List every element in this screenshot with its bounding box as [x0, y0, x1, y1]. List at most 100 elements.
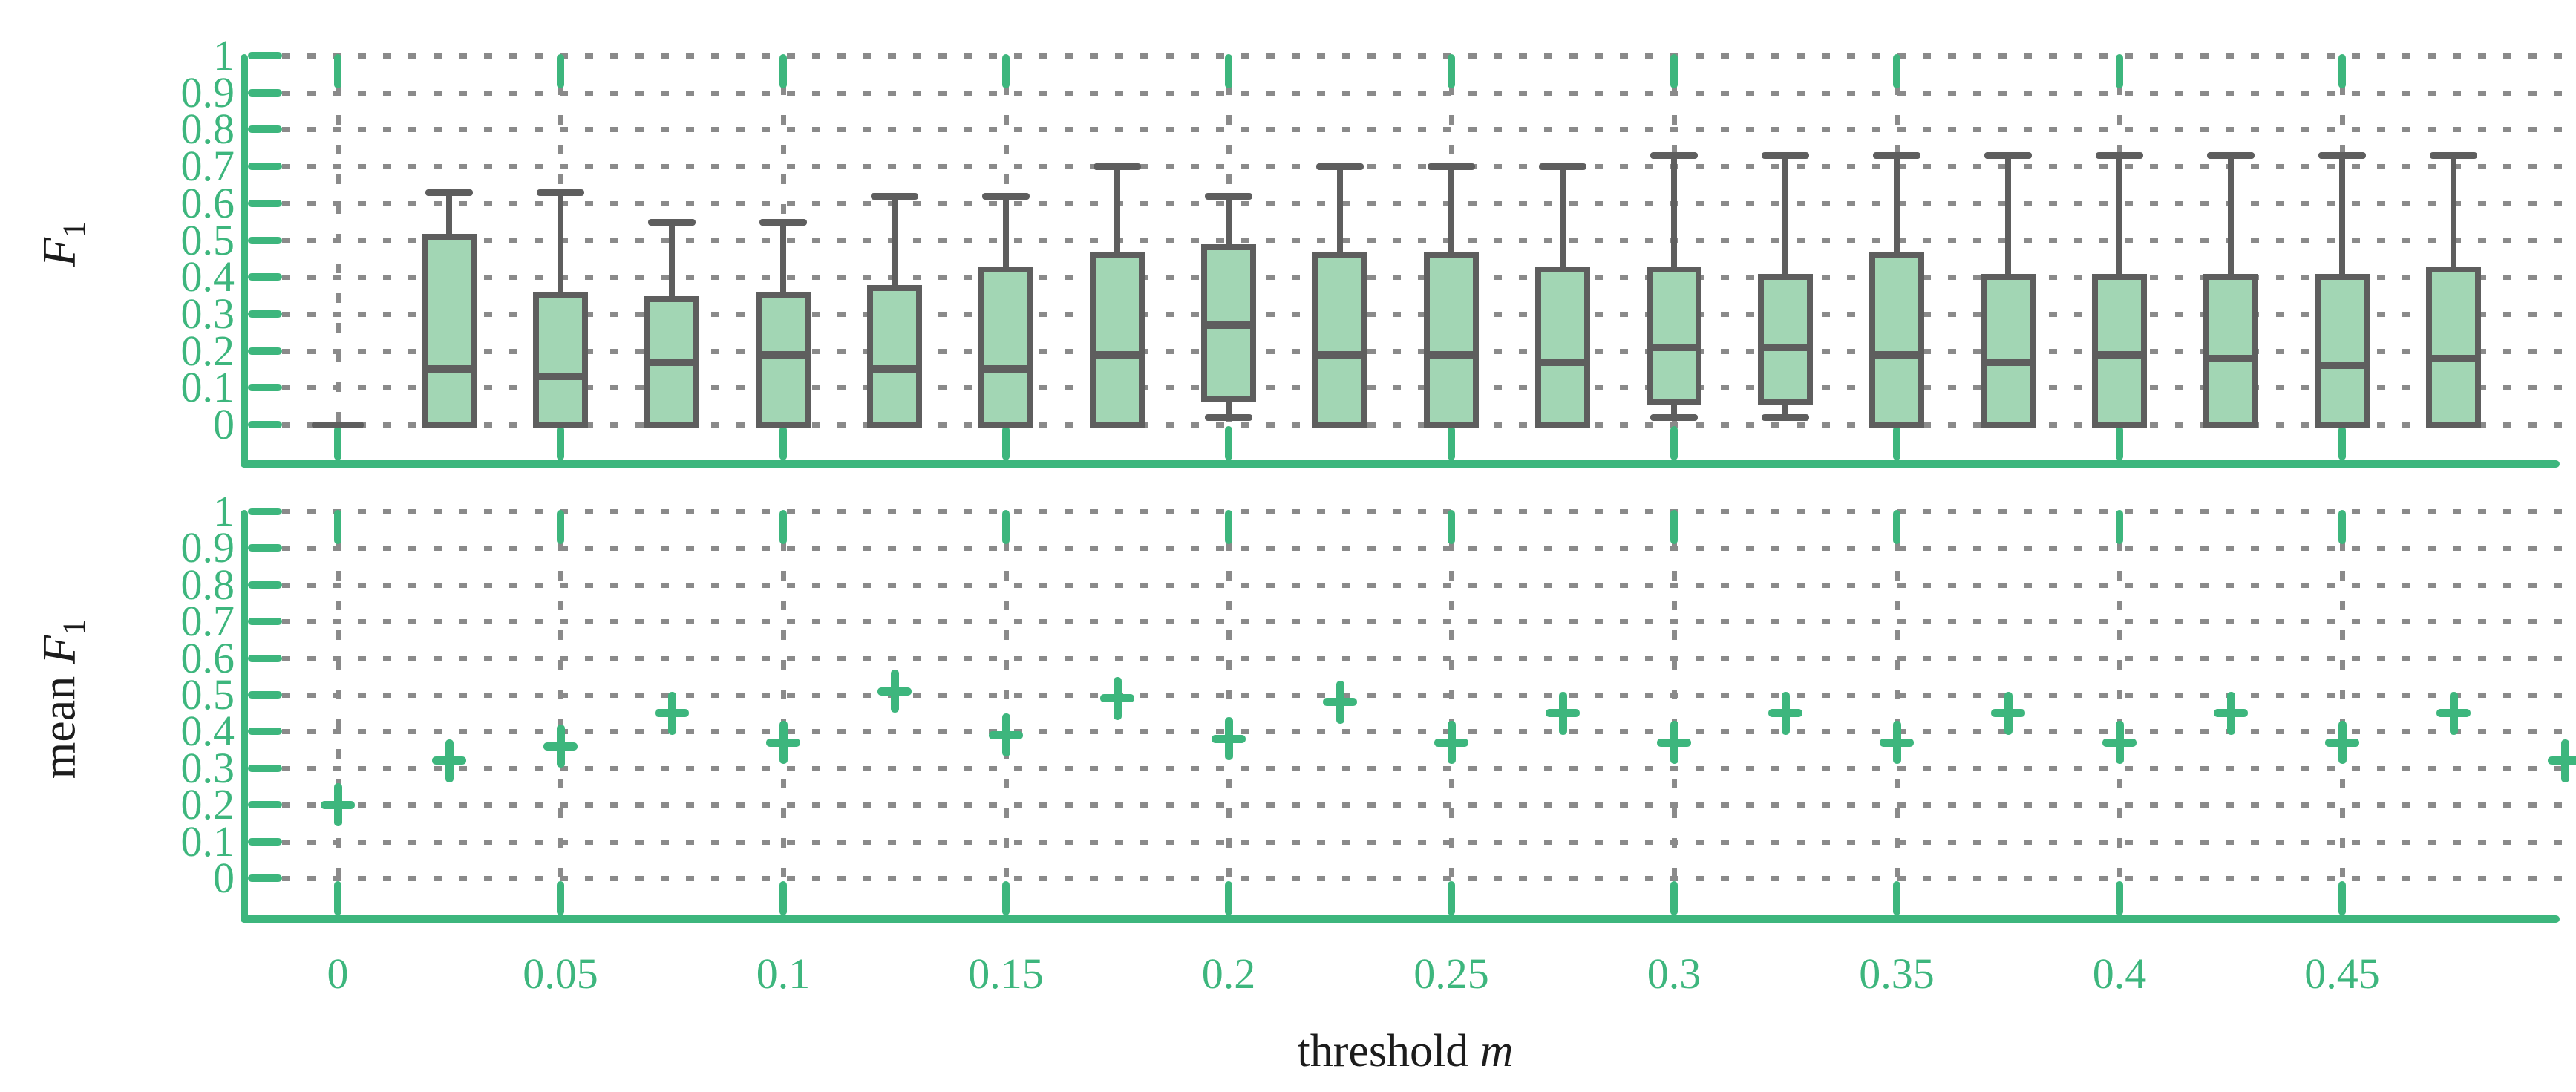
bottom-plot-x-tick-bottom [557, 881, 564, 915]
box-upper-whisker-line [1114, 166, 1120, 255]
bottom-plot-x-tick-bottom [334, 881, 341, 915]
box-upper-whisker-cap [2318, 152, 2366, 160]
top-plot-x-tick-bottom [779, 426, 787, 460]
box-iqr-rect [978, 267, 1033, 428]
bottom-plot-y-tick [248, 691, 282, 699]
mean-plus-marker-horizontal [1323, 698, 1357, 707]
box-upper-whisker-line [1894, 155, 1900, 255]
top-plot-x-tick-top [557, 54, 564, 88]
xlabel-italic: m [1480, 1026, 1514, 1076]
bottom-plot-x-tick-bottom [779, 881, 787, 915]
bottom-plot-y-tick [248, 654, 282, 662]
bottom-plot-y-tick-label: 0.2 [180, 780, 235, 829]
bottom-plot-x-tick-top [779, 510, 787, 544]
bottom-plot-horizontal-gridline [257, 729, 2570, 735]
bottom-plot-horizontal-gridline [257, 509, 2570, 514]
box-upper-whisker-line [2228, 155, 2234, 278]
box-upper-whisker-cap [871, 192, 918, 200]
box-iqr-rect [756, 292, 811, 428]
top-plot-horizontal-gridline [257, 200, 2570, 206]
bottom-plot-y-tick-label: 0.8 [180, 560, 235, 609]
box-lower-whisker-cap [1650, 414, 1698, 422]
x-tick-label: 0.3 [1647, 949, 1701, 998]
top-plot-y-tick-label: 0.9 [180, 68, 235, 117]
box-median-line [1207, 321, 1250, 329]
x-tick-label: 0.25 [1413, 949, 1489, 998]
box-median-line [984, 365, 1027, 373]
top-plot-x-tick-bottom [1670, 426, 1678, 460]
bottom-plot-x-tick-top [2338, 510, 2346, 544]
box-median-line [428, 365, 471, 373]
box-median-line [1987, 358, 2030, 366]
top-plot-y-tick-label: 0.7 [180, 142, 235, 191]
top-plot-x-tick-bottom [2338, 426, 2346, 460]
box-iqr-rect [1758, 274, 1813, 406]
bottom-plot-y-tick [248, 801, 282, 809]
top-plot-y-tick-label: 0.1 [180, 363, 235, 412]
box-lower-whisker-line [1226, 399, 1232, 418]
bottom-plot-horizontal-gridline [257, 655, 2570, 661]
top-plot-y-tick [248, 125, 282, 134]
box-iqr-rect [533, 292, 588, 428]
x-tick-label: 0.4 [2092, 949, 2147, 998]
box-upper-whisker-cap [648, 218, 696, 226]
box-upper-whisker-line [2116, 155, 2122, 278]
mean-plus-marker-horizontal [2214, 709, 2248, 718]
box-upper-whisker-line [558, 192, 563, 296]
bottom-plot-y-tick-label: 0.1 [180, 817, 235, 866]
mean-plus-marker-horizontal [1657, 738, 1691, 747]
box-upper-whisker-line [1448, 166, 1454, 255]
top-plot-y-tick-label: 0.6 [180, 178, 235, 227]
bottom-plot-x-tick-bottom [1670, 881, 1678, 915]
mean-plus-marker-horizontal [989, 730, 1023, 739]
mean-plus-marker-horizontal [2325, 738, 2359, 747]
top-plot-y-tick-label: 0.8 [180, 105, 235, 154]
bottom-plot-horizontal-gridline [257, 876, 2570, 881]
top-plot-x-tick-bottom [334, 426, 341, 460]
box-median-line [2321, 362, 2364, 370]
top-plot-x-tick-bottom [1225, 426, 1232, 460]
top-plot-x-tick-top [2338, 54, 2346, 88]
top-plot-horizontal-gridline [257, 422, 2570, 428]
box-upper-whisker-cap [1984, 152, 2032, 160]
bottom-plot-x-tick-bottom [1893, 881, 1900, 915]
box-upper-whisker-line [1671, 155, 1677, 270]
box-lower-whisker-cap [1762, 414, 1809, 422]
top-plot-x-tick-top [1893, 54, 1900, 88]
mean-plus-marker-horizontal [655, 709, 689, 718]
box-lower-whisker-line [1671, 402, 1677, 418]
box-upper-whisker-line [2451, 155, 2456, 270]
bottom-plot-horizontal-gridline [257, 582, 2570, 588]
xlabel-prefix: threshold [1297, 1026, 1480, 1076]
bottom-plot-x-tick-top [334, 510, 341, 544]
box-upper-whisker-cap [1094, 163, 1141, 171]
box-upper-whisker-cap [2096, 152, 2143, 160]
box-upper-whisker-cap [1316, 163, 1364, 171]
box-upper-whisker-cap [1428, 163, 1475, 171]
bottom-plot-horizontal-gridline [257, 802, 2570, 808]
mean-plus-marker-horizontal [1880, 738, 1914, 747]
box-median-line [1318, 350, 1361, 359]
bottom-plot-x-axis-line [241, 915, 2560, 923]
bottom-plot-y-tick [248, 618, 282, 626]
top-plot-y-tick [248, 273, 282, 281]
bottom-plot-y-tick-label: 0.7 [180, 597, 235, 646]
top-plot-horizontal-gridline [257, 53, 2570, 59]
mean-plus-marker-horizontal [877, 687, 912, 696]
bottom-plot-x-tick-bottom [1448, 881, 1455, 915]
bottom-plot-horizontal-gridline [257, 839, 2570, 845]
box-iqr-rect [1312, 252, 1367, 428]
box-upper-whisker-cap [1650, 152, 1698, 160]
x-tick-label: 0.05 [523, 949, 598, 998]
box-iqr-rect [1647, 267, 1701, 406]
bottom-plot-y-tick-label: 0.3 [180, 743, 235, 792]
top-plot-x-tick-bottom [1002, 426, 1010, 460]
top-plot-y-axis-line [241, 54, 248, 468]
box-upper-whisker-cap [759, 218, 807, 226]
top-plot-horizontal-gridline [257, 127, 2570, 133]
box-upper-whisker-line [446, 192, 452, 237]
box-median-line [873, 365, 916, 373]
bottom-plot-horizontal-gridline [257, 619, 2570, 625]
mean-plus-marker-horizontal [321, 800, 355, 809]
